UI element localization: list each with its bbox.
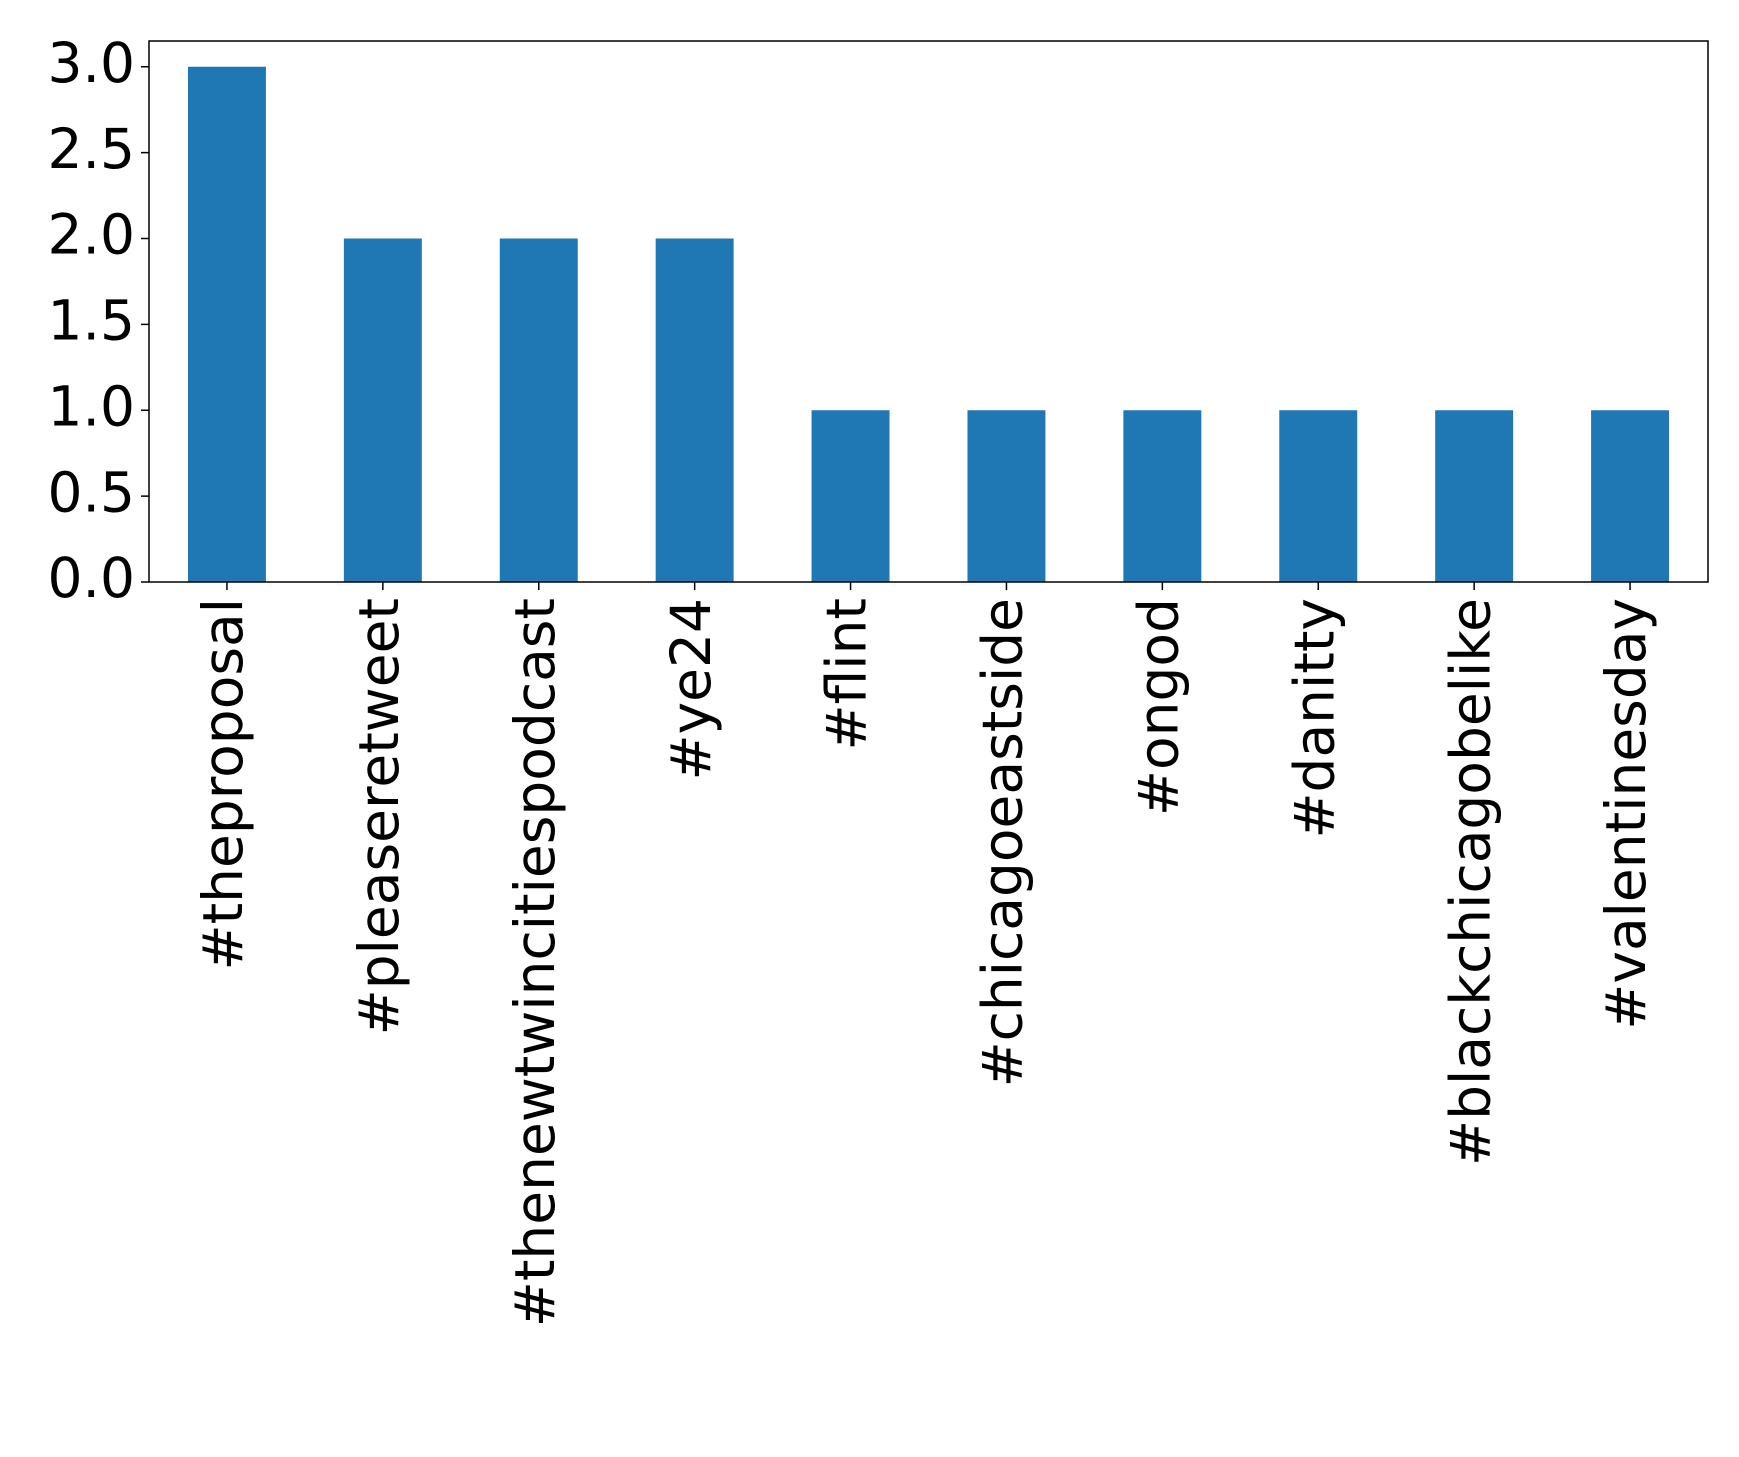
x-tick-label: #chicagoeastside — [971, 598, 1035, 1087]
plot-frame — [148, 40, 1709, 583]
bar — [1279, 410, 1358, 582]
y-tick-label: 2.0 — [48, 203, 135, 267]
y-tick-label: 0.5 — [48, 460, 135, 524]
bar — [499, 238, 578, 582]
x-tick-label: #ongod — [1126, 598, 1190, 816]
x-tick-label: #flint — [815, 598, 879, 750]
y-tick-label: 0.0 — [48, 546, 135, 610]
bar — [967, 410, 1046, 582]
x-tick-label: #valentinesday — [1594, 598, 1658, 1030]
x-tick-label: #ye24 — [659, 598, 723, 780]
bar — [1435, 410, 1514, 582]
y-tick-label: 3.0 — [48, 31, 135, 95]
x-tick-label: #pleaseretweet — [347, 598, 411, 1035]
x-tick-label: #danitty — [1282, 598, 1346, 839]
y-tick-label: 2.5 — [48, 117, 135, 181]
bar — [1591, 410, 1670, 582]
x-tick-label: #blackchicagobelike — [1438, 598, 1502, 1166]
bar — [343, 238, 422, 582]
y-tick-label: 1.0 — [48, 374, 135, 438]
y-tick-label: 1.5 — [48, 289, 135, 353]
bar — [187, 66, 266, 582]
bar — [655, 238, 734, 582]
x-tick-label: #theproposal — [191, 598, 255, 971]
bar — [1123, 410, 1202, 582]
x-tick-label: #thenewtwincitiespodcast — [503, 598, 567, 1327]
bar — [811, 410, 890, 582]
